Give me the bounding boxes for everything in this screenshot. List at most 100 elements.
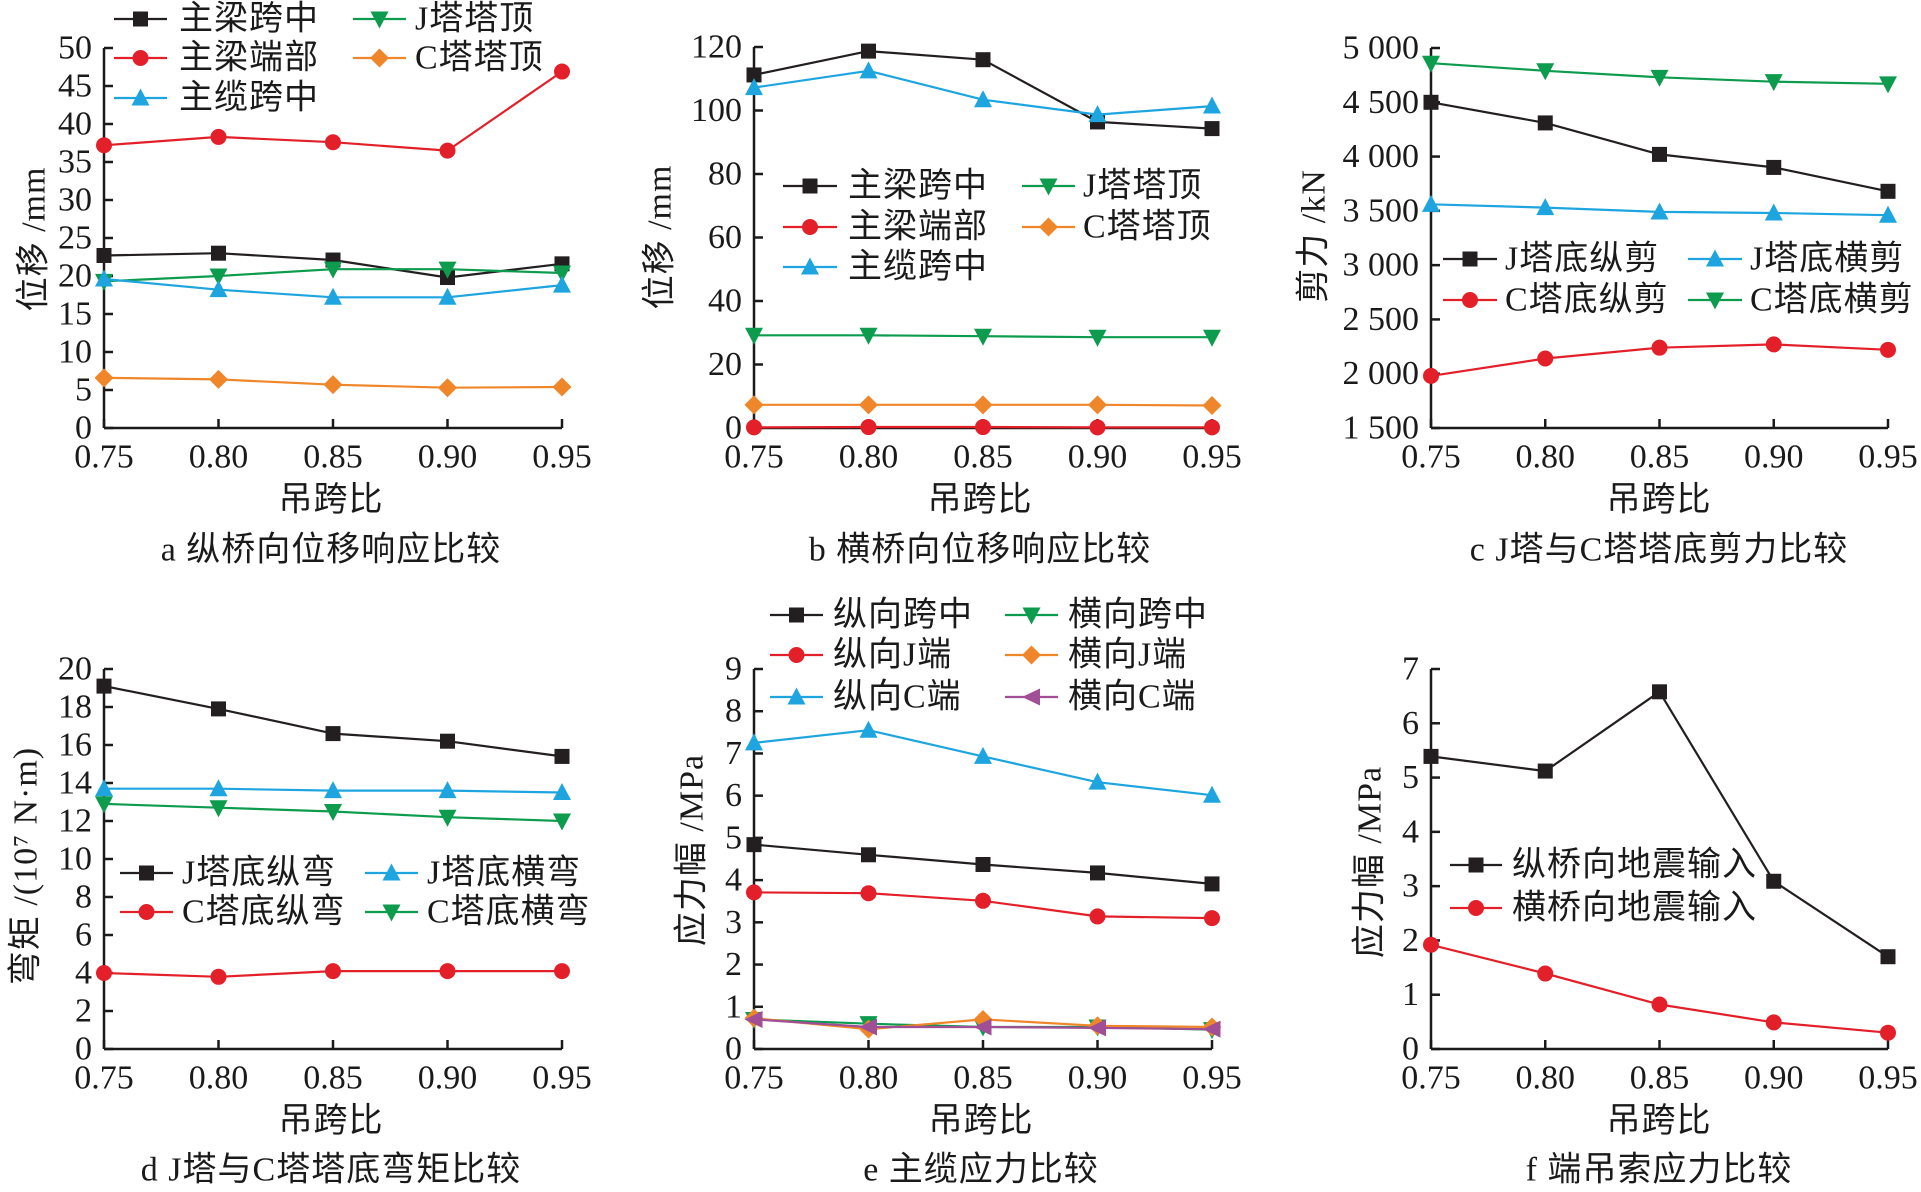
data-point	[974, 90, 992, 108]
data-point	[1766, 159, 1782, 175]
data-point	[439, 142, 456, 159]
x-tick-label: 0.80	[839, 1060, 899, 1097]
data-point	[1880, 1024, 1896, 1041]
legend-circle-marker-icon	[802, 219, 818, 235]
y-tick-label: 2 500	[1343, 301, 1420, 338]
x-tick-label: 0.85	[953, 439, 1013, 476]
legend-triangle-up-marker-icon	[382, 863, 401, 881]
data-point	[210, 128, 227, 145]
data-point	[324, 804, 342, 821]
data-point	[1537, 965, 1554, 982]
data-point	[209, 779, 228, 797]
data-point	[96, 247, 112, 263]
data-point	[1088, 1019, 1106, 1037]
x-axis-title: 吊跨比	[1607, 1103, 1712, 1140]
data-point	[440, 733, 455, 749]
data-point	[1089, 908, 1106, 925]
legend-item: 主梁跨中	[114, 0, 319, 38]
legend-triangle-left-marker-icon	[1022, 688, 1040, 706]
y-tick-label: 18	[58, 689, 92, 726]
x-tick-label: 0.90	[1068, 439, 1128, 476]
panel-caption: f 端吊索应力比较	[1526, 1151, 1793, 1189]
legend-triangle-up-marker-icon	[801, 257, 819, 275]
legend-label: 主梁跨中	[179, 0, 319, 38]
data-point	[1652, 684, 1667, 700]
data-point	[1202, 395, 1222, 415]
legend-item: J塔底纵弯	[120, 854, 335, 892]
data-point	[974, 746, 992, 764]
data-point	[1204, 121, 1220, 137]
data-point	[1536, 198, 1555, 216]
data-point	[211, 245, 226, 261]
data-point	[1879, 76, 1897, 94]
data-point	[1651, 339, 1668, 356]
data-point	[1088, 772, 1107, 790]
data-point	[746, 419, 762, 436]
data-point	[1423, 94, 1439, 110]
panel-caption: d J塔与C塔塔底弯矩比较	[141, 1151, 521, 1189]
data-point	[439, 963, 456, 980]
legend-label: 横向跨中	[1068, 596, 1208, 634]
y-tick-label: 80	[708, 156, 742, 193]
legend-label: 主梁端部	[179, 39, 319, 77]
x-tick-label: 0.95	[532, 439, 592, 476]
panel-c-tower-base-shear: 1 500 2 000 2 500 3 000 3 500 4 000 4 500 5 000…	[1295, 30, 1918, 569]
y-tick-label: 60	[708, 219, 742, 256]
data-point	[1536, 63, 1555, 81]
legend-triangle-up-marker-icon	[1706, 249, 1724, 267]
data-point	[1090, 865, 1105, 881]
y-axis-title: 应力幅 /MPa	[1351, 766, 1389, 958]
x-axis-title: 吊跨比	[279, 482, 384, 519]
y-tick-label: 2	[725, 946, 742, 983]
x-axis-title: 吊跨比	[929, 1103, 1034, 1140]
y-tick-label: 1	[1402, 976, 1419, 1013]
data-point	[95, 269, 113, 287]
y-tick-label: 50	[58, 30, 92, 67]
data-point	[1423, 367, 1439, 384]
data-point	[974, 328, 992, 346]
legend-label: 主梁跨中	[848, 167, 988, 205]
data-point	[554, 63, 570, 80]
y-tick-label: 100	[691, 92, 742, 129]
x-tick-label: 0.80	[1516, 439, 1576, 476]
y-tick-label: 2	[75, 993, 92, 1030]
legend-circle-marker-icon	[132, 50, 149, 66]
data-point	[209, 800, 228, 818]
legend-item: 横桥向地震输入	[1450, 889, 1757, 927]
data-point	[745, 733, 763, 751]
legend-item: C塔塔顶	[1022, 209, 1211, 246]
y-tick-label: 6	[1402, 705, 1419, 742]
data-point	[553, 275, 571, 293]
data-point	[96, 137, 112, 154]
data-point	[1204, 419, 1220, 436]
y-tick-label: 30	[58, 182, 92, 219]
panel-b-transverse-displacement: 0 20 40 60 80 100 120 0.75 0.80 0.85 0.90 0.95 主梁跨中 J…	[641, 29, 1242, 569]
legend-label: J塔底横弯	[427, 854, 581, 892]
y-tick-label: 14	[58, 765, 92, 802]
legend-item: 主梁端部	[114, 39, 319, 77]
series-0	[1423, 684, 1896, 965]
x-tick-label: 0.75	[1401, 439, 1461, 476]
x-axis-title: 吊跨比	[928, 482, 1033, 519]
y-tick-label: 5	[725, 819, 742, 856]
y-tick-label: 3	[1402, 868, 1419, 905]
series-5	[744, 1010, 1221, 1038]
x-tick-label: 0.75	[74, 439, 134, 476]
y-tick-label: 120	[691, 29, 742, 66]
y-axis-title: 剪力 /kN	[1295, 169, 1333, 303]
legend-label: C塔底纵弯	[182, 893, 346, 931]
data-point	[209, 280, 228, 298]
data-point	[1204, 910, 1220, 927]
legend-label: 横桥向地震输入	[1512, 889, 1757, 927]
data-point	[325, 726, 341, 742]
series-2	[746, 884, 1220, 927]
x-tick-label: 0.90	[418, 439, 478, 476]
data-point	[324, 781, 342, 799]
data-point	[325, 134, 341, 151]
x-tick-label: 0.90	[418, 1060, 478, 1097]
data-point	[746, 837, 762, 853]
